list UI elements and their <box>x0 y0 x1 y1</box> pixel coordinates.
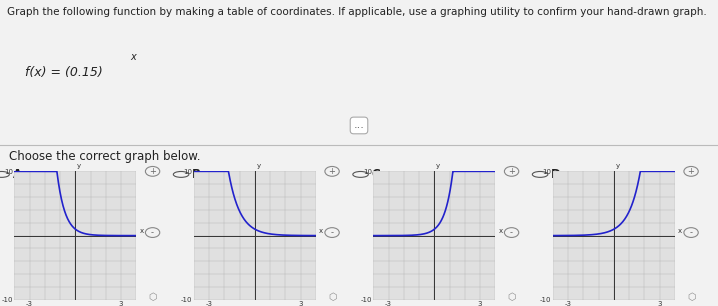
Text: y: y <box>77 163 81 170</box>
Text: A.: A. <box>12 168 27 181</box>
Text: +: + <box>149 167 156 176</box>
Text: ⬡: ⬡ <box>328 292 336 302</box>
Text: y: y <box>436 163 440 170</box>
Text: -: - <box>689 228 693 237</box>
Text: x: x <box>678 228 682 234</box>
Text: y: y <box>615 163 620 170</box>
Text: Graph the following function by making a table of coordinates. If applicable, us: Graph the following function by making a… <box>7 7 707 17</box>
Text: B.: B. <box>192 168 205 181</box>
Text: x: x <box>319 228 323 234</box>
Text: ⬡: ⬡ <box>149 292 157 302</box>
Text: +: + <box>329 167 335 176</box>
Text: ...: ... <box>353 121 365 130</box>
Text: C.: C. <box>372 168 385 181</box>
Text: -: - <box>151 228 154 237</box>
Text: -: - <box>330 228 334 237</box>
Text: x: x <box>131 52 136 62</box>
Text: f(x) = (0.15): f(x) = (0.15) <box>25 66 103 79</box>
Text: x: x <box>139 228 144 234</box>
Text: +: + <box>688 167 694 176</box>
Text: ⬡: ⬡ <box>687 292 695 302</box>
Text: Choose the correct graph below.: Choose the correct graph below. <box>9 150 200 162</box>
Text: y: y <box>256 163 261 170</box>
Text: +: + <box>508 167 515 176</box>
Text: x: x <box>498 228 503 234</box>
Text: ⬡: ⬡ <box>508 292 516 302</box>
Text: D.: D. <box>551 168 566 181</box>
Text: -: - <box>510 228 513 237</box>
